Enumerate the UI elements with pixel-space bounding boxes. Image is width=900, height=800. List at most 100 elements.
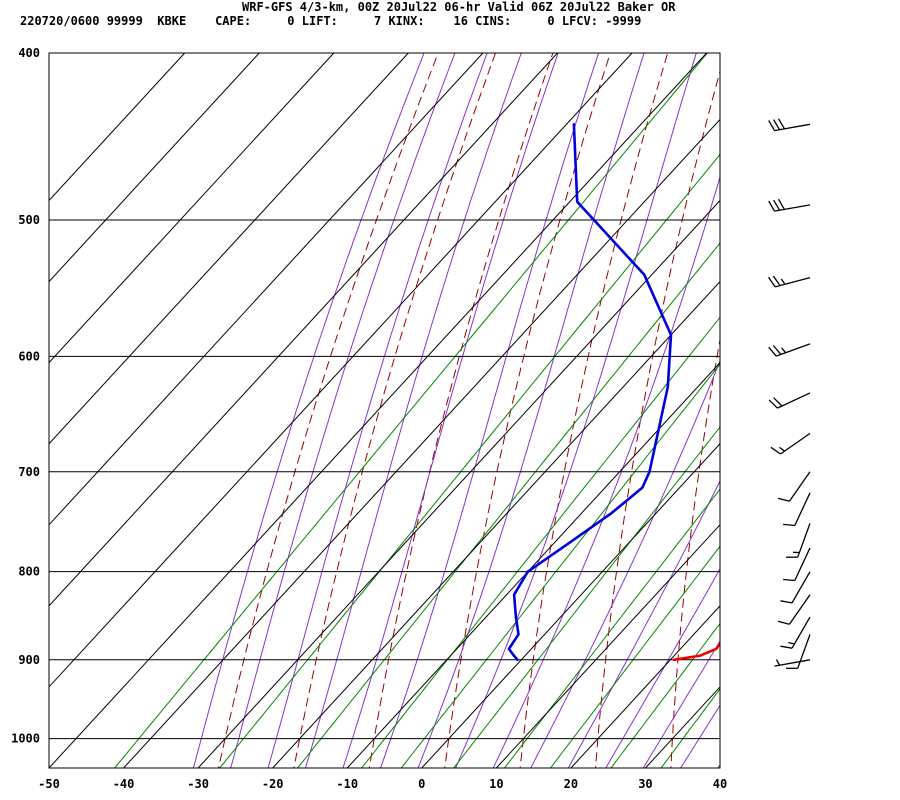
isotherm-line — [123, 118, 720, 768]
wind-barb — [783, 492, 811, 527]
wind-barb-column — [767, 118, 811, 669]
wind-barb-flag — [777, 118, 785, 130]
isotherm-line — [719, 767, 720, 768]
wind-barb-staff — [775, 343, 811, 357]
pressure-tick-label: 1000 — [11, 732, 40, 746]
pressure-tick-label: 900 — [18, 653, 40, 667]
pressure-tick-label: 800 — [18, 565, 40, 579]
wind-barb — [770, 432, 811, 455]
mixing-ratio-line — [453, 426, 720, 768]
temperature-tick-label: -40 — [113, 777, 135, 791]
wind-barb-staff — [777, 392, 811, 409]
isotherm-line — [49, 53, 558, 607]
wind-barb — [777, 471, 811, 502]
background-lines — [49, 15, 900, 776]
sounding-indices: 220720/0600 99999 KBKE CAPE: 0 LIFT: 7 K… — [20, 14, 642, 28]
moist-adiabat — [417, 53, 645, 768]
mixing-ratio-line — [549, 545, 720, 768]
moist-adiabat — [567, 480, 720, 768]
wind-barb-flag — [780, 600, 793, 604]
moist-adiabat — [230, 53, 456, 768]
dry-adiabat — [368, 53, 554, 768]
wind-barb — [786, 523, 811, 558]
dry-adiabat — [293, 53, 497, 768]
moist-adiabat — [192, 53, 425, 768]
temperature-tick-label: -20 — [262, 777, 284, 791]
moist-adiabat — [267, 53, 488, 768]
mixing-ratio-line — [113, 53, 708, 768]
wind-barb-staff — [774, 123, 811, 132]
isotherm-line — [49, 53, 260, 283]
wind-barb-flag — [773, 397, 783, 407]
temperature-tick-label: 40 — [713, 777, 727, 791]
isotherm-line — [49, 53, 186, 202]
isotherm-line — [570, 605, 720, 768]
temperature-tick-label: -10 — [336, 777, 358, 791]
moist-adiabat — [342, 53, 559, 768]
dry-adiabat — [895, 15, 900, 776]
wind-barb-flag — [773, 119, 781, 131]
moist-adiabat — [642, 640, 720, 768]
wind-barb-flag — [777, 198, 785, 210]
dewpoint-profile-line — [507, 123, 673, 662]
chart-title: WRF-GFS 4/3-km, 00Z 20Jul22 06-hr Valid … — [242, 0, 676, 14]
wind-barb-flag — [783, 578, 795, 582]
pressure-tick-label: 700 — [18, 465, 40, 479]
wind-barb — [768, 392, 811, 409]
wind-barb-flag — [780, 645, 793, 649]
wind-barb-flag — [767, 276, 776, 288]
mixing-ratio-line — [219, 153, 720, 768]
moist-adiabat — [379, 53, 600, 768]
temperature-tick-label: 20 — [564, 777, 578, 791]
wind-barb-flag — [772, 345, 782, 355]
temperature-profile-line — [672, 641, 720, 662]
moist-adiabat — [304, 53, 522, 768]
mixing-ratio-line — [360, 316, 720, 768]
wind-barb-half-flag — [779, 446, 785, 452]
dry-adiabat — [217, 53, 439, 768]
wind-barb-flag — [768, 120, 776, 131]
wind-barb-staff — [797, 523, 811, 558]
temperature-tick-label: -50 — [38, 777, 60, 791]
wind-barb — [786, 634, 811, 669]
wind-barb-flag — [768, 399, 778, 409]
plot-frame — [48, 52, 721, 769]
wind-barb-flag — [783, 523, 795, 527]
temperature-tick-label: 0 — [418, 777, 425, 791]
wind-barb — [777, 594, 811, 625]
wind-barb-staff — [788, 594, 811, 625]
isotherm-line — [197, 199, 720, 768]
wind-barb-staff — [774, 659, 811, 667]
isotherm-line — [49, 53, 335, 364]
pressure-tick-label: 600 — [18, 349, 40, 363]
wind-barb-flag — [777, 620, 790, 625]
wind-barb-flag — [772, 275, 781, 286]
wind-barb-staff — [780, 432, 811, 455]
wind-barb-staff — [774, 204, 811, 212]
wind-barb-half-flag — [780, 278, 786, 285]
dry-adiabat — [444, 53, 611, 768]
temperature-axis: -50 -40 -30 -20 -10 0 10 20 30 40 — [38, 777, 727, 791]
mixing-ratio-line — [660, 688, 720, 768]
wind-barb — [768, 198, 811, 212]
wind-barb-flag — [768, 200, 776, 212]
moist-adiabat — [530, 359, 720, 768]
wind-barb-staff — [797, 634, 811, 669]
isotherm-line — [346, 361, 720, 768]
wind-barb — [780, 571, 811, 604]
pressure-axis: 400 500 600 700 800 900 1000 — [11, 46, 40, 746]
wind-barb — [774, 659, 811, 667]
wind-barb — [768, 118, 811, 132]
wind-barb-half-flag — [781, 347, 787, 354]
isotherm-line — [272, 280, 720, 768]
moist-adiabat — [605, 567, 720, 768]
isotherm-line — [49, 53, 633, 688]
isotherm-line — [49, 53, 409, 445]
wind-barb-staff — [794, 492, 811, 526]
temperature-tick-label: -30 — [187, 777, 209, 791]
wind-barb-staff — [775, 276, 811, 288]
mixing-ratio-line — [610, 622, 720, 768]
isotherm-line — [495, 524, 720, 768]
isotherm-line — [421, 442, 720, 768]
wind-barb-staff — [794, 547, 811, 581]
